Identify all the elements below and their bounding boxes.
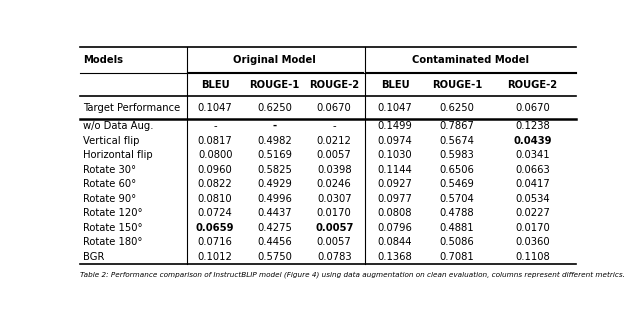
Text: 0.5169: 0.5169: [257, 150, 292, 160]
Text: 0.0977: 0.0977: [378, 194, 412, 204]
Text: 0.0057: 0.0057: [317, 237, 351, 247]
Text: 0.4437: 0.4437: [257, 208, 292, 218]
Text: 0.0974: 0.0974: [378, 136, 412, 146]
Text: Contaminated Model: Contaminated Model: [412, 55, 529, 65]
Text: Target Performance: Target Performance: [83, 103, 180, 113]
Text: 0.5469: 0.5469: [440, 179, 474, 189]
Text: 0.0822: 0.0822: [198, 179, 232, 189]
Text: 0.4456: 0.4456: [257, 237, 292, 247]
Text: 0.0817: 0.0817: [198, 136, 232, 146]
Text: 0.0360: 0.0360: [515, 237, 550, 247]
Text: 0.0170: 0.0170: [317, 208, 351, 218]
Text: ROUGE-1: ROUGE-1: [432, 80, 482, 90]
Text: Rotate 90°: Rotate 90°: [83, 194, 136, 204]
Text: 0.1047: 0.1047: [198, 103, 232, 113]
Text: 0.0796: 0.0796: [378, 223, 412, 233]
Text: Table 2: Performance comparison of InstructBLIP model (Figure 4) using data augm: Table 2: Performance comparison of Instr…: [80, 272, 625, 278]
Text: 0.0170: 0.0170: [515, 223, 550, 233]
Text: 0.6250: 0.6250: [440, 103, 474, 113]
Text: Rotate 60°: Rotate 60°: [83, 179, 136, 189]
Text: Models: Models: [83, 55, 123, 65]
Text: Rotate 180°: Rotate 180°: [83, 237, 143, 247]
Text: Rotate 150°: Rotate 150°: [83, 223, 143, 233]
Text: 0.0057: 0.0057: [315, 223, 353, 233]
Text: 0.5825: 0.5825: [257, 165, 292, 175]
Text: 0.6250: 0.6250: [257, 103, 292, 113]
Text: 0.4982: 0.4982: [257, 136, 292, 146]
Text: 0.4788: 0.4788: [440, 208, 474, 218]
Text: 0.7867: 0.7867: [440, 121, 474, 131]
Text: 0.1499: 0.1499: [378, 121, 412, 131]
Text: BLEU: BLEU: [381, 80, 409, 90]
Text: w/o Data Aug.: w/o Data Aug.: [83, 121, 154, 131]
Text: BGR: BGR: [83, 252, 104, 262]
Text: -: -: [332, 121, 336, 131]
Text: 0.0398: 0.0398: [317, 165, 351, 175]
Text: Rotate 30°: Rotate 30°: [83, 165, 136, 175]
Text: 0.5704: 0.5704: [440, 194, 474, 204]
Text: 0.4996: 0.4996: [257, 194, 292, 204]
Text: 0.5674: 0.5674: [440, 136, 474, 146]
Text: 0.5086: 0.5086: [440, 237, 474, 247]
Text: 0.0341: 0.0341: [515, 150, 550, 160]
Text: 0.0808: 0.0808: [378, 208, 412, 218]
Text: 0.6506: 0.6506: [440, 165, 474, 175]
Text: 0.0783: 0.0783: [317, 252, 351, 262]
Text: 0.0670: 0.0670: [515, 103, 550, 113]
Text: 0.0212: 0.0212: [317, 136, 351, 146]
Text: ROUGE-2: ROUGE-2: [309, 80, 359, 90]
Text: 0.0307: 0.0307: [317, 194, 351, 204]
Text: -: -: [213, 121, 217, 131]
Text: BLEU: BLEU: [201, 80, 230, 90]
Text: 0.0844: 0.0844: [378, 237, 412, 247]
Text: ROUGE-2: ROUGE-2: [508, 80, 557, 90]
Text: 0.4929: 0.4929: [257, 179, 292, 189]
Text: 0.4881: 0.4881: [440, 223, 474, 233]
Text: 0.5983: 0.5983: [440, 150, 474, 160]
Text: Rotate 120°: Rotate 120°: [83, 208, 143, 218]
Text: 0.0663: 0.0663: [515, 165, 550, 175]
Text: 0.7081: 0.7081: [440, 252, 474, 262]
Text: 0.0960: 0.0960: [198, 165, 232, 175]
Text: 0.1368: 0.1368: [378, 252, 412, 262]
Text: ROUGE-1: ROUGE-1: [250, 80, 300, 90]
Text: 0.0800: 0.0800: [198, 150, 232, 160]
Text: 0.0716: 0.0716: [198, 237, 232, 247]
Text: 0.0417: 0.0417: [515, 179, 550, 189]
Text: 0.0670: 0.0670: [317, 103, 351, 113]
Text: 0.0810: 0.0810: [198, 194, 232, 204]
Text: 0.0659: 0.0659: [196, 223, 234, 233]
Text: 0.0057: 0.0057: [317, 150, 351, 160]
Text: 0.1108: 0.1108: [515, 252, 550, 262]
Text: 0.1238: 0.1238: [515, 121, 550, 131]
Text: 0.1012: 0.1012: [198, 252, 232, 262]
Text: 0.0927: 0.0927: [378, 179, 412, 189]
Text: 0.0439: 0.0439: [513, 136, 552, 146]
Text: 0.4275: 0.4275: [257, 223, 292, 233]
Text: 0.0246: 0.0246: [317, 179, 351, 189]
Text: 0.0227: 0.0227: [515, 208, 550, 218]
Text: Original Model: Original Model: [234, 55, 316, 65]
Text: 0.1144: 0.1144: [378, 165, 412, 175]
Text: 0.1047: 0.1047: [378, 103, 412, 113]
Text: 0.0724: 0.0724: [198, 208, 232, 218]
Text: -: -: [273, 121, 276, 131]
Text: 0.1030: 0.1030: [378, 150, 412, 160]
Text: 0.0534: 0.0534: [515, 194, 550, 204]
Text: 0.5750: 0.5750: [257, 252, 292, 262]
Text: Vertical flip: Vertical flip: [83, 136, 140, 146]
Text: Horizontal flip: Horizontal flip: [83, 150, 152, 160]
